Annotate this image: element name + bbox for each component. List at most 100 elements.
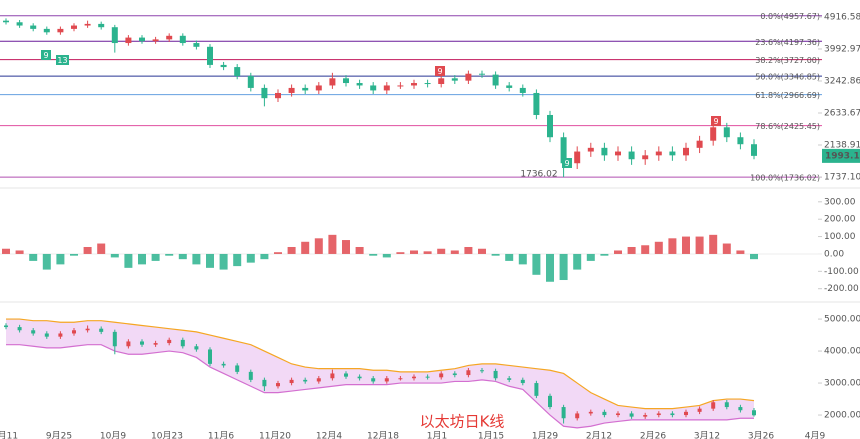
x-tick-label: 3月12 [694, 431, 720, 439]
macd-bar [246, 253, 255, 263]
macd-bar [382, 253, 391, 258]
macd-bar [709, 234, 718, 254]
y-tick-label: 3992.97 [824, 44, 860, 54]
candle-body [602, 411, 607, 416]
y-tick-label: -100.00 [824, 267, 859, 277]
macd-bar [70, 253, 78, 256]
candle-body [126, 341, 131, 347]
macd-bar [668, 238, 677, 254]
y-tick-label: 4000.00 [824, 347, 860, 357]
candle-body [425, 376, 430, 378]
x-tick-label: 2月26 [640, 431, 666, 439]
candle-body [697, 408, 702, 412]
candle-body [262, 379, 267, 387]
candle-body [398, 378, 403, 380]
candle-body [655, 151, 662, 156]
candle-body [276, 383, 280, 387]
macd-bar [328, 234, 337, 254]
candle-body [180, 339, 185, 347]
candle-body [656, 413, 661, 416]
candle-body [561, 407, 566, 419]
candle-body [628, 151, 635, 160]
x-tick-label: 3月26 [748, 431, 774, 439]
marker-box [435, 66, 445, 76]
macd-bar [736, 250, 745, 254]
macd-bar [505, 253, 514, 261]
candle-body [479, 73, 485, 75]
candle-body [275, 92, 281, 99]
marker-box [562, 158, 572, 168]
x-tick-label: 12月4 [316, 431, 342, 439]
marker: 9 [564, 159, 569, 168]
macd-bar [355, 246, 364, 254]
x-tick-label: 1月29 [532, 431, 558, 439]
macd-bar [260, 253, 269, 260]
macd-bar [722, 243, 731, 254]
macd-bar [546, 253, 554, 282]
marker-box [56, 55, 69, 65]
macd-bar [695, 236, 704, 254]
y-tick-label: 4916.58 [824, 12, 860, 22]
candle-body [344, 373, 348, 377]
macd-bar [627, 246, 636, 254]
candle-body [683, 147, 689, 156]
candle-body [43, 28, 50, 33]
x-tick-label: 10月9 [100, 431, 126, 439]
candle-body [519, 87, 526, 93]
macd-bar [342, 240, 350, 254]
macd-bar [178, 253, 187, 260]
x-tick-label: 11月6 [208, 431, 234, 439]
candle-body [234, 67, 241, 76]
macd-bar [138, 253, 146, 265]
candle-body [71, 25, 77, 29]
candle-body [247, 75, 254, 88]
y-tick-label: 2000.00 [824, 411, 860, 421]
fib-label: 23.6%(4197.36) [755, 38, 820, 47]
candle-body [316, 378, 321, 382]
candle-body [153, 343, 158, 345]
candle-body [533, 92, 540, 115]
macd-bar [274, 252, 282, 254]
candle-body [235, 365, 240, 372]
candle-body [208, 349, 212, 364]
candle-body [696, 140, 703, 148]
x-tick-label: 9月11 [0, 431, 18, 439]
marker: 9 [437, 67, 442, 76]
candle-body [167, 339, 172, 344]
candle-body [30, 25, 37, 29]
macd-bar [437, 248, 446, 254]
candle-body [261, 87, 268, 99]
fib-label: 61.8%(2966.69) [755, 91, 820, 100]
y-tick-label: 3242.86 [824, 76, 860, 86]
candle-body [534, 383, 539, 396]
macd-bar [518, 253, 527, 265]
macd-bar [369, 253, 378, 256]
y-tick-label: 2138.91 [824, 141, 860, 151]
candle-body [629, 413, 634, 417]
td-markers: 9 13 9 9 9 [41, 50, 721, 168]
macd-bar [124, 253, 133, 268]
candle-body [221, 363, 226, 366]
price-tag [822, 148, 860, 163]
candle-body [669, 151, 676, 156]
marker: 13 [57, 56, 67, 65]
candle-body [738, 407, 743, 411]
candle-body [587, 147, 594, 152]
candle-body [710, 127, 717, 141]
fib-label: 0.0%(4957.67) [760, 12, 820, 21]
candle-body [140, 341, 144, 345]
marker-box [711, 116, 721, 126]
band-upper [6, 318, 755, 410]
candle-body [684, 411, 688, 416]
candle-body [506, 85, 513, 88]
macd-bar [42, 253, 51, 270]
candle-body [383, 85, 390, 91]
macd-bar [614, 250, 622, 254]
band-lower [6, 344, 754, 429]
candle-body [371, 378, 376, 382]
candle-body [452, 373, 457, 376]
candle-body [248, 371, 253, 380]
low-label: 1736.02 [520, 170, 557, 180]
candle-body [98, 23, 105, 28]
candle-body [57, 28, 64, 33]
